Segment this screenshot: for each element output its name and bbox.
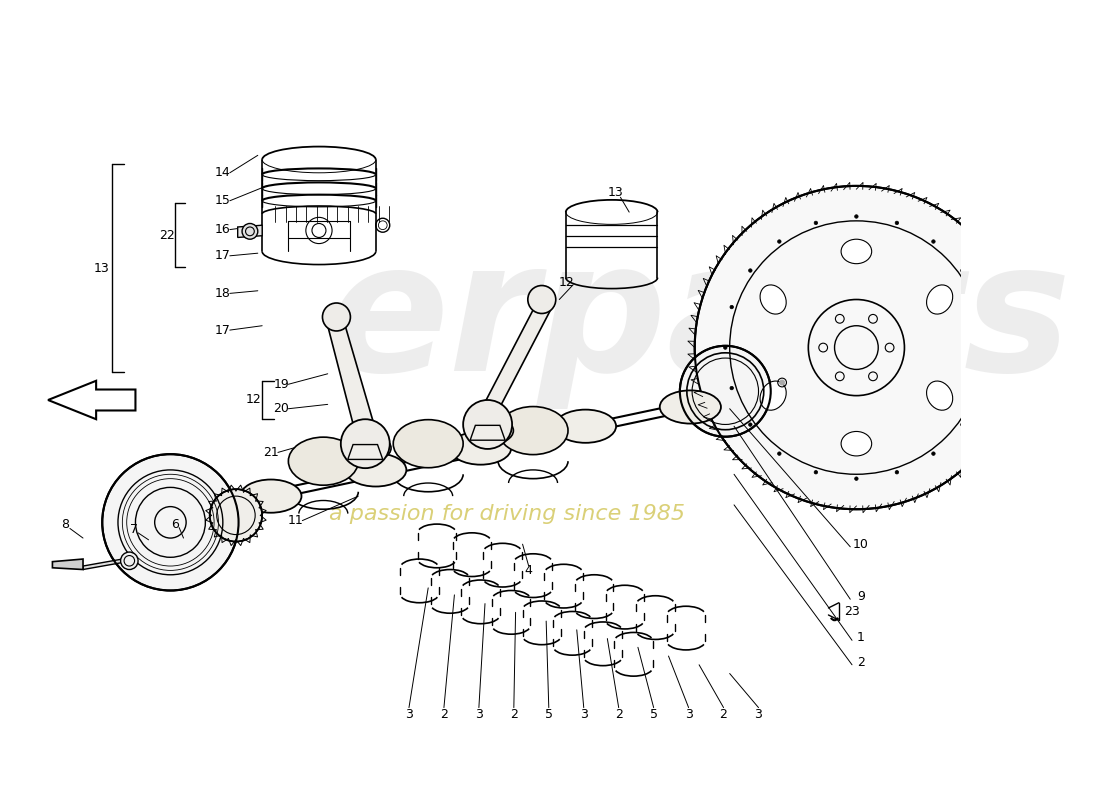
Ellipse shape bbox=[465, 417, 514, 445]
Polygon shape bbox=[48, 381, 135, 419]
Circle shape bbox=[780, 380, 784, 385]
Circle shape bbox=[960, 423, 965, 426]
Text: 6: 6 bbox=[170, 518, 178, 530]
Ellipse shape bbox=[343, 434, 392, 462]
Polygon shape bbox=[478, 310, 550, 414]
Text: 10: 10 bbox=[852, 538, 869, 550]
Text: 15: 15 bbox=[214, 194, 231, 207]
Circle shape bbox=[724, 346, 727, 350]
Ellipse shape bbox=[660, 390, 720, 423]
Circle shape bbox=[895, 470, 899, 474]
Ellipse shape bbox=[842, 431, 871, 456]
Text: 3: 3 bbox=[755, 708, 762, 721]
Circle shape bbox=[210, 489, 262, 542]
Circle shape bbox=[855, 477, 858, 480]
Circle shape bbox=[960, 269, 965, 272]
Circle shape bbox=[102, 454, 239, 590]
Text: 7: 7 bbox=[130, 523, 138, 536]
Text: 21: 21 bbox=[263, 446, 278, 459]
Polygon shape bbox=[348, 445, 383, 459]
Text: 13: 13 bbox=[94, 262, 109, 275]
Text: 3: 3 bbox=[475, 708, 483, 721]
Text: 22: 22 bbox=[160, 230, 175, 242]
Text: 18: 18 bbox=[214, 287, 231, 300]
Text: 8: 8 bbox=[62, 518, 69, 530]
Ellipse shape bbox=[450, 431, 512, 465]
Ellipse shape bbox=[760, 381, 786, 410]
Text: 14: 14 bbox=[214, 166, 231, 179]
Text: 17: 17 bbox=[214, 323, 231, 337]
Text: 2: 2 bbox=[857, 656, 865, 669]
Ellipse shape bbox=[288, 437, 359, 486]
Text: 2: 2 bbox=[510, 708, 518, 721]
Circle shape bbox=[979, 306, 982, 309]
Circle shape bbox=[778, 240, 781, 243]
Text: 3: 3 bbox=[684, 708, 693, 721]
Circle shape bbox=[680, 346, 771, 437]
Circle shape bbox=[695, 186, 1019, 510]
Circle shape bbox=[855, 214, 858, 218]
Polygon shape bbox=[328, 326, 376, 430]
Circle shape bbox=[932, 240, 935, 243]
Circle shape bbox=[730, 386, 734, 390]
Text: 2: 2 bbox=[719, 708, 727, 721]
Text: 11: 11 bbox=[287, 514, 304, 527]
Text: 5: 5 bbox=[544, 708, 553, 721]
Text: 2: 2 bbox=[615, 708, 623, 721]
Circle shape bbox=[730, 306, 734, 309]
Ellipse shape bbox=[498, 406, 568, 454]
Text: 9: 9 bbox=[857, 590, 865, 603]
Circle shape bbox=[322, 303, 351, 331]
Circle shape bbox=[814, 470, 817, 474]
Text: 17: 17 bbox=[214, 250, 231, 262]
Ellipse shape bbox=[760, 285, 786, 314]
Text: 12: 12 bbox=[245, 394, 262, 406]
Circle shape bbox=[749, 423, 752, 426]
Text: 3: 3 bbox=[580, 708, 587, 721]
Text: 13: 13 bbox=[607, 186, 623, 198]
Text: a passion for driving since 1985: a passion for driving since 1985 bbox=[329, 504, 685, 524]
Polygon shape bbox=[82, 559, 126, 570]
Circle shape bbox=[979, 386, 982, 390]
Text: 23: 23 bbox=[844, 605, 860, 618]
Ellipse shape bbox=[393, 420, 463, 468]
Ellipse shape bbox=[926, 285, 953, 314]
Ellipse shape bbox=[345, 454, 406, 486]
Circle shape bbox=[341, 419, 389, 468]
Text: 4: 4 bbox=[525, 564, 532, 577]
Circle shape bbox=[749, 269, 752, 272]
Text: erparts: erparts bbox=[327, 234, 1071, 410]
Circle shape bbox=[814, 221, 817, 225]
Text: 16: 16 bbox=[214, 223, 231, 236]
Circle shape bbox=[121, 552, 139, 570]
Polygon shape bbox=[470, 426, 505, 440]
Ellipse shape bbox=[926, 381, 953, 410]
Text: 12: 12 bbox=[559, 275, 574, 289]
Circle shape bbox=[932, 452, 935, 455]
Circle shape bbox=[463, 400, 513, 449]
Circle shape bbox=[242, 223, 257, 239]
Text: 19: 19 bbox=[274, 378, 289, 390]
Circle shape bbox=[778, 452, 781, 455]
Circle shape bbox=[528, 286, 556, 314]
Text: 3: 3 bbox=[405, 708, 412, 721]
Ellipse shape bbox=[554, 410, 616, 443]
Text: 5: 5 bbox=[650, 708, 658, 721]
Ellipse shape bbox=[842, 239, 871, 264]
Circle shape bbox=[895, 221, 899, 225]
Text: 1: 1 bbox=[857, 631, 865, 644]
Text: 20: 20 bbox=[274, 402, 289, 415]
Circle shape bbox=[986, 346, 989, 350]
Polygon shape bbox=[53, 559, 82, 570]
Ellipse shape bbox=[240, 479, 301, 513]
Text: 2: 2 bbox=[440, 708, 448, 721]
Polygon shape bbox=[238, 226, 262, 238]
